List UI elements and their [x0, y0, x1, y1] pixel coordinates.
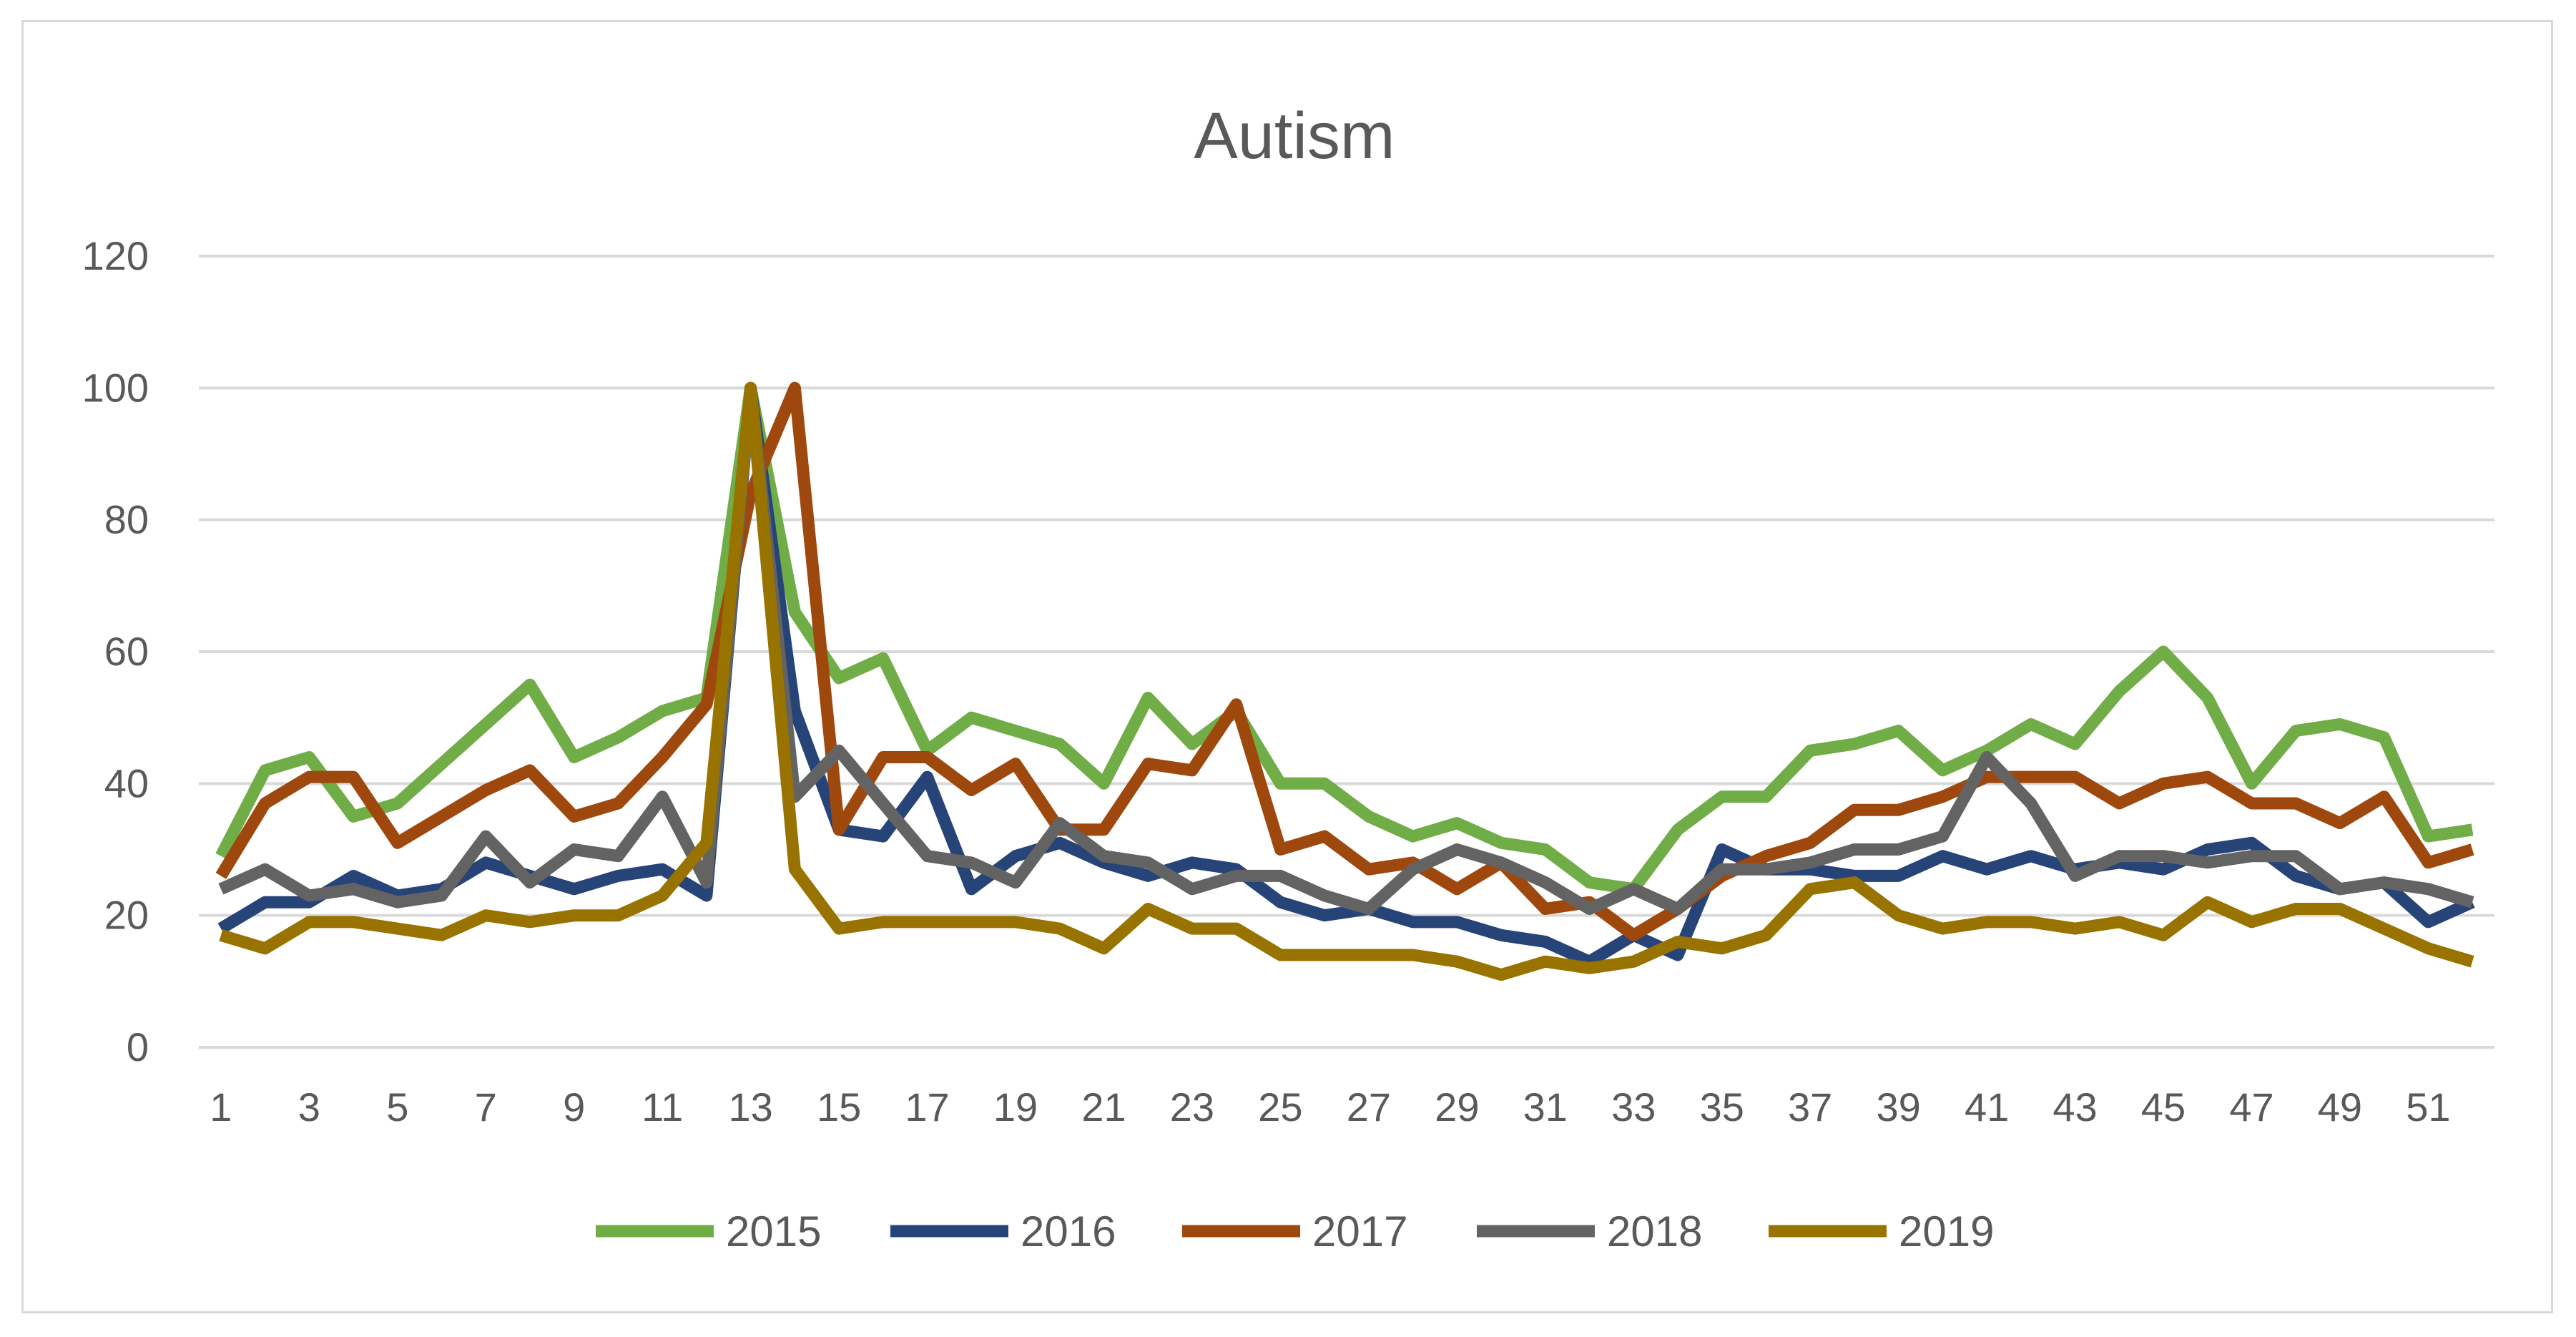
x-tick-label: 11	[641, 1084, 683, 1130]
x-tick-label: 29	[1435, 1084, 1479, 1130]
y-tick-label: 80	[104, 497, 149, 542]
chart-area: Autism 0 20 40 60 80 100 120 1 3 5 7 9 11 13 15 17 19 21…	[21, 20, 2553, 1313]
x-tick-label: 1	[210, 1084, 232, 1130]
x-tick-label: 23	[1170, 1084, 1214, 1130]
legend-label-2015: 2015	[726, 1208, 821, 1255]
x-tick-label: 21	[1081, 1084, 1126, 1130]
x-tick-label: 51	[2406, 1084, 2450, 1130]
x-tick-label: 25	[1258, 1084, 1302, 1130]
series-line-2018	[218, 381, 2474, 915]
x-tick-label: 43	[2053, 1084, 2097, 1130]
x-tick-label: 45	[2141, 1084, 2186, 1130]
y-tick-label: 100	[82, 365, 149, 410]
series-line-2015	[215, 381, 2474, 896]
x-tick-label: 7	[475, 1084, 497, 1130]
x-tick-label: 17	[905, 1084, 949, 1130]
legend-label-2018: 2018	[1607, 1208, 1702, 1255]
legend-label-2019: 2019	[1899, 1208, 1994, 1255]
x-tick-label: 15	[817, 1084, 861, 1130]
y-tick-label: 20	[104, 893, 149, 938]
x-tick-label: 3	[298, 1084, 320, 1130]
x-tick-label: 49	[2318, 1084, 2362, 1130]
x-tick-label: 37	[1788, 1084, 1832, 1130]
x-tick-label: 33	[1611, 1084, 1656, 1130]
y-tick-label: 0	[127, 1024, 149, 1069]
series-line-2019	[219, 381, 2474, 981]
y-tick-label: 40	[104, 760, 149, 805]
legend-label-2016: 2016	[1021, 1208, 1116, 1255]
x-tick-label: 39	[1876, 1084, 1920, 1130]
x-tick-label: 13	[728, 1084, 772, 1130]
x-tick-label: 19	[993, 1084, 1038, 1130]
x-tick-label: 41	[1965, 1084, 2009, 1130]
y-tick-label: 120	[82, 233, 149, 278]
y-tick-label: 60	[104, 629, 149, 674]
x-tick-label: 47	[2229, 1084, 2273, 1130]
x-tick-label: 9	[563, 1084, 585, 1130]
x-tick-label: 5	[386, 1084, 408, 1130]
x-tick-label: 27	[1347, 1084, 1391, 1130]
legend-label-2017: 2017	[1312, 1208, 1407, 1255]
chart-title: Autism	[1194, 99, 1395, 172]
x-tick-label: 35	[1700, 1084, 1744, 1130]
x-tick-label: 31	[1523, 1084, 1568, 1130]
series-line-2017	[215, 381, 2474, 941]
